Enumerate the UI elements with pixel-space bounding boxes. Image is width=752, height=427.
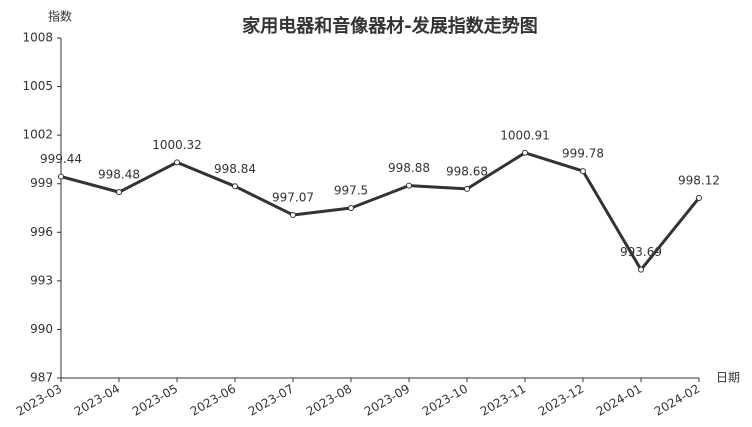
y-tick-label: 990 bbox=[30, 322, 53, 336]
y-axis-label: 指数 bbox=[48, 9, 72, 24]
point bbox=[638, 266, 644, 273]
data-label: 999.78 bbox=[562, 147, 604, 161]
y-tick-label: 1002 bbox=[22, 128, 53, 142]
data-label: 998.88 bbox=[388, 161, 430, 175]
point bbox=[464, 185, 470, 192]
x-tick-label: 2023-06 bbox=[188, 382, 238, 419]
x-tick-label: 2023-09 bbox=[362, 382, 412, 419]
y-tick-label: 987 bbox=[30, 371, 53, 385]
point bbox=[232, 183, 238, 190]
x-tick-label: 2023-05 bbox=[130, 382, 180, 419]
data-label: 997.07 bbox=[272, 190, 314, 204]
x-tick-label: 2023-04 bbox=[72, 382, 122, 419]
x-tick-label: 2023-07 bbox=[246, 382, 296, 419]
chart-title: 家用电器和音像器材-发展指数走势图 bbox=[242, 15, 537, 37]
x-axis-label: 日期 bbox=[716, 371, 740, 385]
y-tick-label: 1005 bbox=[22, 79, 53, 93]
data-label: 1000.91 bbox=[500, 128, 550, 142]
point bbox=[174, 159, 180, 166]
y-tick-label: 1008 bbox=[22, 31, 53, 45]
data-label: 998.84 bbox=[214, 162, 256, 176]
y-tick-label: 993 bbox=[30, 273, 53, 287]
point bbox=[580, 168, 586, 175]
x-tick-label: 2023-08 bbox=[304, 382, 354, 419]
y-tick-label: 996 bbox=[30, 225, 53, 239]
x-tick-label: 2023-12 bbox=[536, 382, 586, 419]
point bbox=[348, 205, 354, 211]
data-label: 999.44 bbox=[40, 152, 82, 166]
data-label: 1000.32 bbox=[152, 138, 202, 152]
series-line bbox=[60, 151, 701, 272]
point bbox=[290, 211, 296, 218]
point bbox=[116, 189, 122, 196]
data-label: 998.48 bbox=[98, 168, 140, 182]
x-tick-label: 2024-02 bbox=[652, 382, 702, 419]
x-tick-label: 2024-01 bbox=[594, 382, 644, 419]
data-label: 997.5 bbox=[334, 184, 368, 198]
x-tick-label: 2023-03 bbox=[14, 382, 64, 419]
x-tick-label: 2023-11 bbox=[478, 382, 528, 419]
point bbox=[522, 149, 528, 156]
point bbox=[58, 173, 64, 180]
point bbox=[406, 182, 412, 189]
y-tick-label: 999 bbox=[30, 176, 53, 190]
x-tick-label: 2023-10 bbox=[420, 382, 470, 419]
data-label: 993.69 bbox=[620, 245, 662, 259]
point bbox=[696, 194, 702, 201]
data-label: 998.68 bbox=[446, 164, 488, 178]
data-label: 998.12 bbox=[678, 173, 720, 187]
